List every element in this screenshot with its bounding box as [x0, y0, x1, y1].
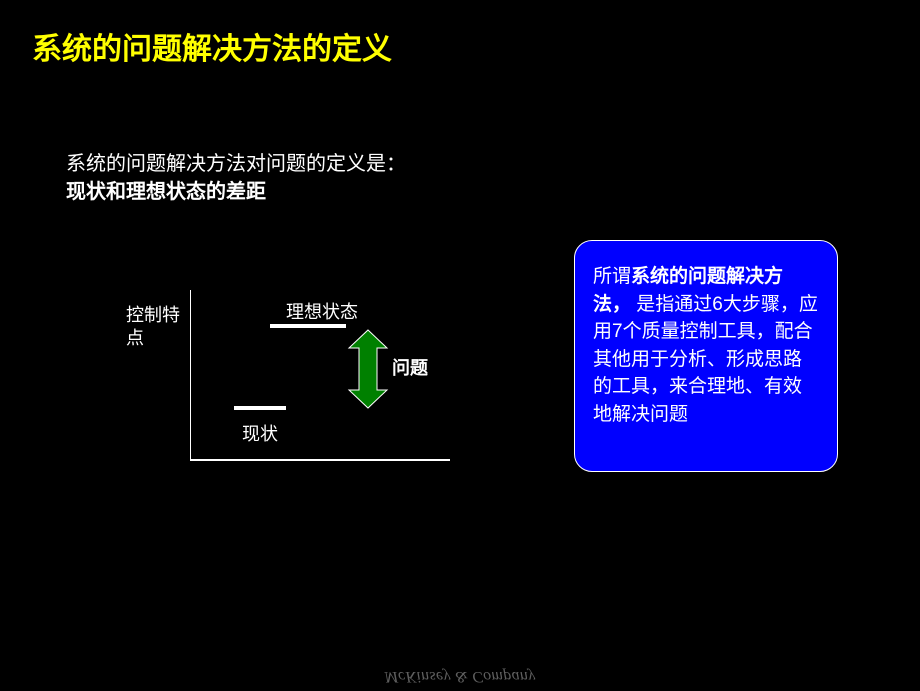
y-axis-label: 控制特点	[126, 304, 186, 349]
definition-callout: 所谓系统的问题解决方法， 是指通过6大步骤，应用7个质量控制工具，配合其他用于分…	[574, 240, 838, 472]
subheading-line2: 现状和理想状态的差距	[66, 178, 406, 206]
subheading-block: 系统的问题解决方法对问题的定义是： 现状和理想状态的差距	[66, 150, 406, 206]
gap-chart: 控制特点 理想状态 现状 问题	[130, 290, 470, 490]
callout-prefix: 所谓	[593, 266, 631, 287]
problem-label: 问题	[392, 354, 428, 380]
slide-title: 系统的问题解决方法的定义	[32, 24, 392, 68]
current-state-label: 现状	[242, 420, 278, 446]
ideal-state-label: 理想状态	[286, 298, 358, 324]
footer-logo: McKinsey & Company	[384, 667, 535, 685]
gap-arrow-icon	[349, 330, 387, 408]
subheading-line1: 系统的问题解决方法对问题的定义是：	[66, 150, 406, 178]
